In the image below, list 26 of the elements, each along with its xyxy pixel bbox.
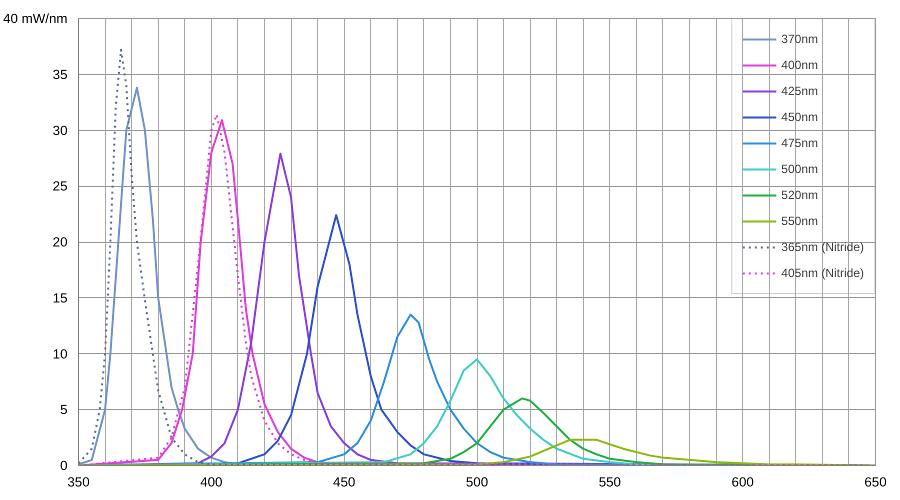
y-tick-label: 10 <box>52 346 68 362</box>
legend-label: 400nm <box>781 58 818 72</box>
x-tick-label: 650 <box>864 474 887 490</box>
legend-label: 450nm <box>781 110 818 124</box>
legend-label: 425nm <box>781 84 818 98</box>
y-tick-label: 15 <box>52 290 68 306</box>
x-tick-label: 400 <box>200 474 222 490</box>
y-tick-label: 0 <box>60 458 68 473</box>
legend-label: 405nm (Nitride) <box>781 266 864 280</box>
x-tick-label: 500 <box>466 474 488 490</box>
y-tick-label: 5 <box>60 402 68 418</box>
x-tick-label: 350 <box>67 474 90 490</box>
legend-label: 475nm <box>781 136 818 150</box>
y-tick-label: 35 <box>52 66 68 82</box>
legend-label: 365nm (Nitride) <box>781 240 864 254</box>
legend-label: 370nm <box>781 32 818 46</box>
legend-label: 550nm <box>781 214 818 228</box>
y-tick-label: 20 <box>52 234 68 250</box>
x-tick-label: 600 <box>732 474 754 490</box>
y-tick-label: 30 <box>52 122 68 138</box>
x-tick-label: 450 <box>333 474 356 490</box>
y-tick-label: 25 <box>52 178 68 194</box>
legend-label: 520nm <box>781 188 818 202</box>
y-tick-label: 40 mW/nm <box>3 11 68 26</box>
legend-label: 500nm <box>781 162 818 176</box>
x-tick-label: 550 <box>598 474 621 490</box>
